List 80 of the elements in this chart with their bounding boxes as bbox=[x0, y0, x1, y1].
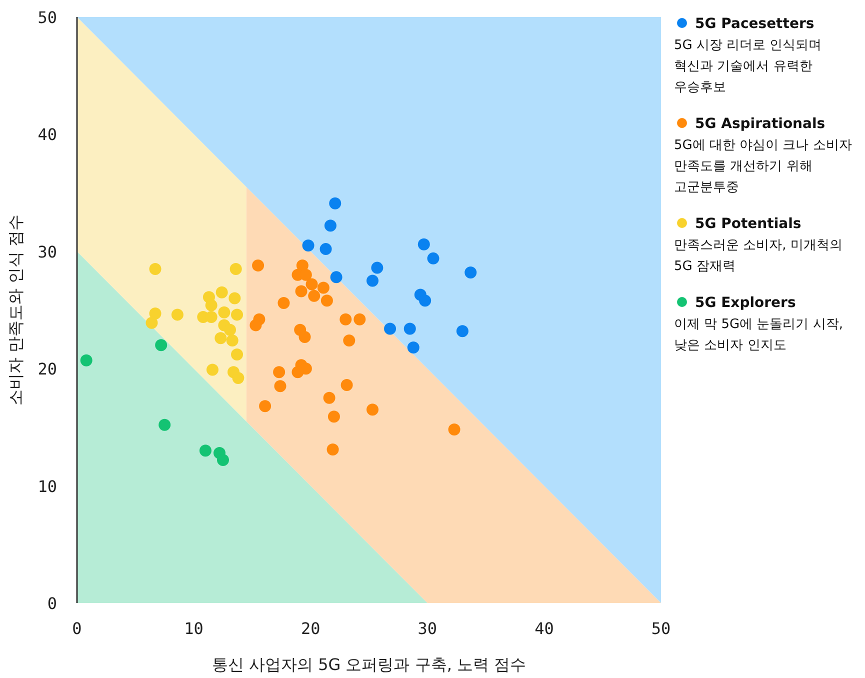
point bbox=[226, 334, 238, 346]
x-axis-title: 통신 사업자의 5G 오퍼링과 구축, 노력 점수 bbox=[212, 655, 526, 674]
text: 만족스러운 소비자, 미개척의 5G 잠재력 bbox=[674, 238, 842, 274]
point bbox=[230, 262, 242, 275]
point bbox=[232, 372, 244, 384]
point bbox=[407, 342, 420, 354]
point bbox=[295, 285, 308, 298]
legend-label: 5G Pacesetters bbox=[695, 16, 814, 32]
point bbox=[448, 424, 460, 436]
y-tick-label: 30 bbox=[38, 242, 57, 262]
x-tick-label: 30 bbox=[418, 619, 438, 638]
y-tick-label: 40 bbox=[38, 125, 57, 144]
x-tick-label: 0 bbox=[72, 619, 82, 638]
text: 5G 시장 리더로 인식되며 혁신과 기술에서 유력한 우승후보 bbox=[674, 38, 822, 95]
point bbox=[317, 282, 330, 294]
point bbox=[330, 271, 342, 284]
point bbox=[217, 454, 229, 466]
text: 5G에 대한 야심이 크나 소비자 만족도를 개선하기 위해 고군분투중 bbox=[674, 138, 852, 195]
point bbox=[199, 444, 212, 457]
point bbox=[340, 379, 353, 392]
point bbox=[216, 286, 228, 298]
point bbox=[343, 334, 356, 346]
point bbox=[292, 366, 304, 378]
point bbox=[146, 316, 158, 329]
point bbox=[340, 313, 352, 326]
point bbox=[323, 392, 336, 404]
point bbox=[329, 197, 342, 210]
point bbox=[218, 306, 230, 318]
point bbox=[328, 410, 340, 423]
point bbox=[206, 364, 218, 376]
point bbox=[250, 319, 262, 332]
y-tick-label: 0 bbox=[47, 594, 57, 613]
point bbox=[298, 330, 311, 343]
point bbox=[228, 292, 241, 304]
x-tick-label: 40 bbox=[534, 619, 554, 638]
point bbox=[302, 240, 314, 252]
point bbox=[464, 266, 477, 278]
legend-label: 5G Potentials bbox=[695, 216, 802, 232]
y-tick-label: 10 bbox=[38, 476, 57, 496]
point bbox=[366, 274, 379, 287]
point bbox=[224, 324, 236, 336]
x-tick-label: 20 bbox=[300, 619, 320, 638]
point bbox=[308, 290, 320, 302]
point bbox=[404, 322, 416, 335]
point bbox=[158, 418, 171, 431]
point bbox=[419, 294, 432, 307]
y-tick-label: 20 bbox=[38, 360, 57, 379]
point bbox=[320, 243, 332, 256]
point bbox=[252, 259, 264, 272]
point bbox=[149, 308, 162, 320]
point bbox=[274, 380, 286, 392]
x-tick-label: 10 bbox=[184, 619, 204, 638]
point bbox=[231, 308, 244, 321]
legend-label: 5G Explorers bbox=[695, 295, 796, 311]
point bbox=[427, 252, 440, 264]
text: 이제 막 5G에 눈돌리기 시작, 낮은 소비자 인지도 bbox=[674, 317, 844, 353]
y-tick-label: 50 bbox=[38, 8, 57, 27]
point bbox=[366, 404, 379, 416]
point bbox=[418, 238, 430, 250]
point bbox=[155, 339, 168, 352]
point bbox=[354, 313, 366, 326]
point bbox=[456, 325, 468, 338]
point bbox=[273, 366, 286, 378]
point bbox=[214, 332, 227, 344]
point bbox=[80, 354, 92, 366]
point bbox=[149, 262, 162, 275]
y-axis-title: 소비자 만족도와 인식 점수 bbox=[6, 214, 25, 406]
x-tick-label: 50 bbox=[651, 619, 671, 638]
point bbox=[371, 262, 384, 274]
point bbox=[306, 278, 318, 290]
point bbox=[278, 296, 290, 309]
point bbox=[326, 443, 339, 456]
point bbox=[171, 308, 184, 321]
point bbox=[324, 220, 336, 232]
point bbox=[259, 400, 272, 412]
legend-label: 5G Aspirationals bbox=[695, 116, 826, 132]
point bbox=[231, 348, 244, 361]
point bbox=[384, 322, 396, 335]
point bbox=[320, 294, 333, 307]
point bbox=[205, 299, 218, 312]
